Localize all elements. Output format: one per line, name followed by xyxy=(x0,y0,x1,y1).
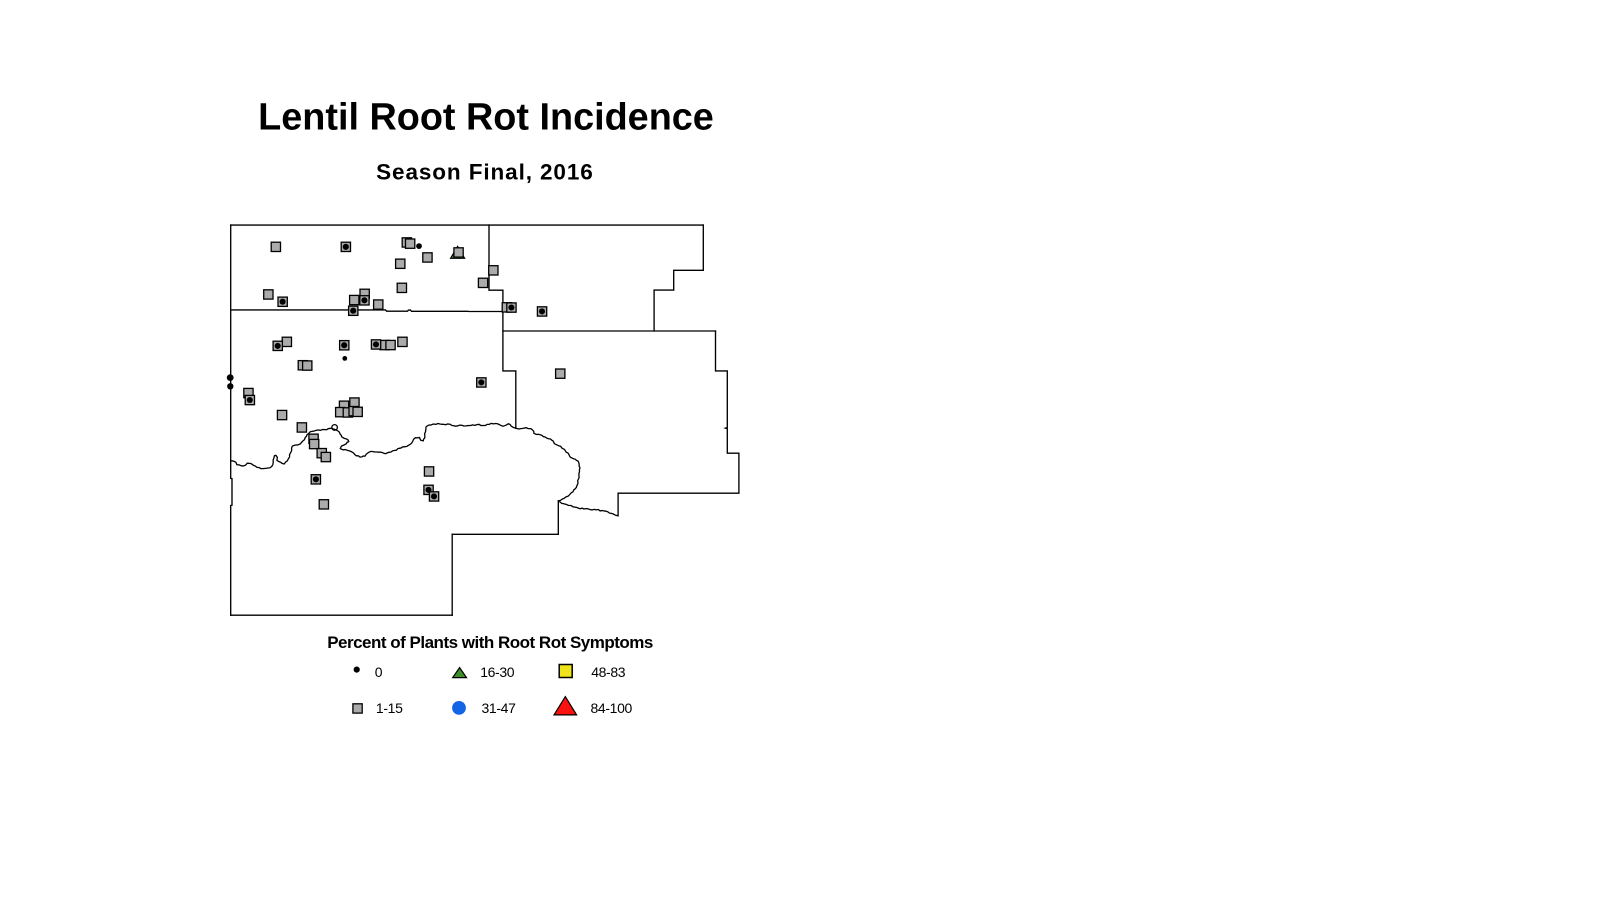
svg-text:Percent of Plants with Root Ro: Percent of Plants with Root Rot Symptoms xyxy=(327,633,653,652)
svg-text:31-47: 31-47 xyxy=(482,700,517,716)
svg-text:16-30: 16-30 xyxy=(480,664,515,680)
svg-text:84-100: 84-100 xyxy=(591,700,633,716)
svg-text:Season Final, 2016: Season Final, 2016 xyxy=(376,159,594,184)
svg-text:Lentil Root Rot Incidence: Lentil Root Rot Incidence xyxy=(258,97,714,139)
svg-text:1-15: 1-15 xyxy=(376,700,403,716)
svg-text:48-83: 48-83 xyxy=(591,664,626,680)
svg-text:0: 0 xyxy=(375,664,383,680)
